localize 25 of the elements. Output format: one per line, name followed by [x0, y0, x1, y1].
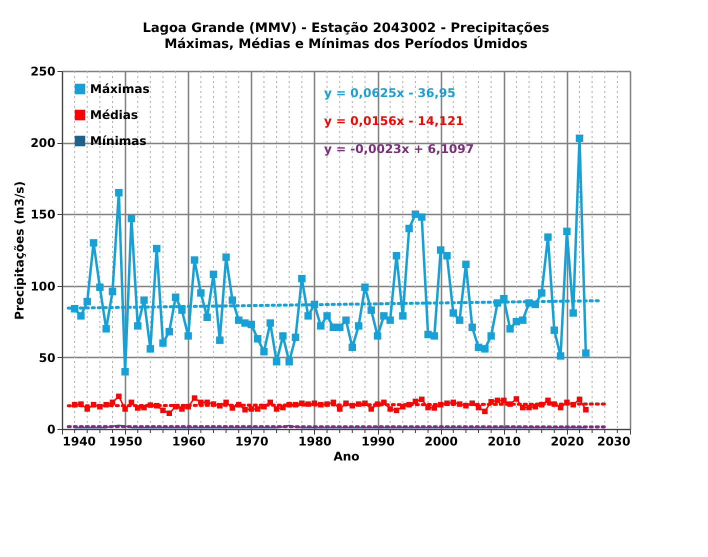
y-tick-label: 100	[30, 279, 56, 294]
legend-label: Mínimas	[90, 134, 146, 148]
x-tick-label: 1960	[172, 434, 206, 448]
y-tick-label: 150	[30, 208, 56, 222]
legend-label: Máximas	[90, 82, 150, 96]
x-tick-label: 1990	[361, 434, 395, 448]
y-tick-label: 50	[38, 350, 56, 365]
y-tick-label: 200	[30, 136, 56, 150]
chart-title: Lagoa Grande (MMV) - Estação 2043002 - Precipitações	[142, 21, 550, 36]
x-tick-label: 1940	[62, 434, 96, 448]
x-tick-label: 1950	[108, 434, 142, 448]
x-tick-label: 2010	[488, 434, 521, 448]
annotation: y = 0,0625x - 36,95	[324, 86, 456, 100]
chart-subtitle: Máximas, Médias e Mínimas dos Períodos Úmidos	[164, 35, 528, 52]
x-tick-label: 1980	[298, 434, 332, 448]
x-tick-label: 2020	[550, 434, 584, 448]
annotation: y = 0,0156x - 14,121	[324, 114, 464, 128]
y-tick-label: 0	[47, 422, 56, 436]
x-tick-label: 1970	[235, 434, 269, 448]
x-tick-label: 2000	[424, 434, 458, 448]
y-axis-title: Precipitações (m3/s)	[12, 181, 26, 320]
y-tick-label: 250	[30, 64, 56, 78]
legend-label: Médias	[90, 108, 138, 122]
x-tick-label: 2030	[597, 434, 630, 448]
x-axis-title: Ano	[333, 450, 360, 464]
